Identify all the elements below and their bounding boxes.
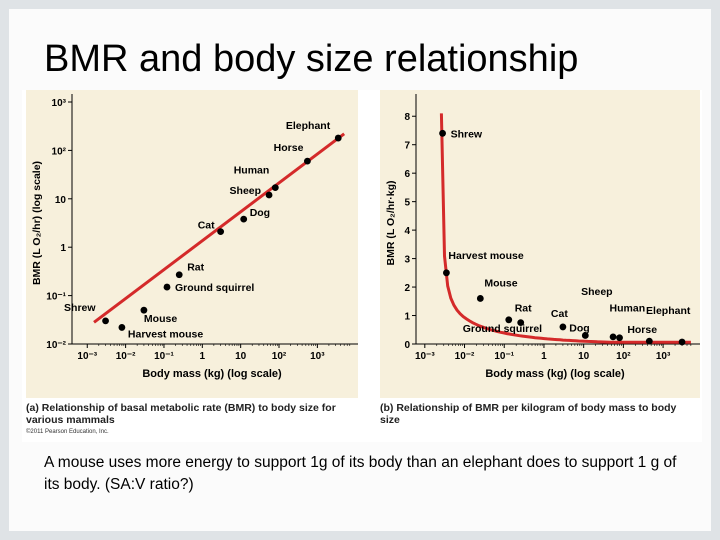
- b-point-label: Ground squirrel: [463, 323, 542, 335]
- a-point-label: Shrew: [64, 302, 96, 314]
- b-point-label: Cat: [551, 308, 568, 320]
- a-y-tick-label: 10²: [52, 146, 67, 157]
- a-x-tick-label: 10: [235, 351, 247, 362]
- b-x-axis-label: Body mass (kg) (log scale): [485, 368, 625, 380]
- figure: 10⁻³ 10⁻² 10⁻¹ 1 10 10² 10³ 10⁻² 10⁻¹ 1 10 10² 10³ Bo…: [22, 90, 702, 442]
- a-y-tick-label: 10: [55, 195, 67, 206]
- chart-a-caption-text: Relationship of basal metabolic rate (BM…: [26, 402, 336, 426]
- b-y-tick-label: 6: [404, 169, 410, 180]
- a-x-tick-label: 1: [200, 351, 206, 362]
- chart-a-caption-prefix: (a): [26, 402, 39, 414]
- b-point: [517, 319, 525, 327]
- b-point-label: Shrew: [451, 128, 483, 140]
- a-point: [163, 283, 171, 291]
- b-point: [616, 334, 623, 342]
- chart-a-panel: 10⁻³ 10⁻² 10⁻¹ 1 10 10² 10³ 10⁻² 10⁻¹ 1 10 10² 10³ Bo…: [26, 90, 360, 398]
- a-point: [217, 228, 225, 236]
- b-point-label: Harvest mouse: [448, 250, 523, 262]
- b-point: [443, 269, 450, 277]
- b-y-tick-label: 5: [404, 198, 410, 209]
- b-point: [609, 333, 617, 341]
- a-x-tick-label: 10⁻¹: [154, 351, 174, 362]
- b-point: [476, 295, 484, 302]
- a-point-label: Mouse: [144, 313, 177, 325]
- body-text: A mouse uses more energy to support 1g o…: [44, 454, 677, 493]
- a-y-tick-label: 10⁻²: [46, 340, 66, 351]
- b-point-label: Elephant: [646, 305, 691, 317]
- b-point-label: Mouse: [484, 277, 517, 289]
- b-point-label: Sheep: [581, 286, 613, 298]
- a-point-label: Ground squirrel: [175, 282, 254, 294]
- a-y-axis-label: BMR (L O₂/hr) (log scale): [31, 161, 43, 285]
- a-point: [140, 306, 148, 314]
- chart-b-caption-text: Relationship of BMR per kilogram of body…: [380, 402, 677, 426]
- b-x-tick-label: 10⁻³: [415, 351, 435, 362]
- chart-a: 10⁻³ 10⁻² 10⁻¹ 1 10 10² 10³ 10⁻² 10⁻¹ 1 10 10² 10³ Bo…: [31, 94, 360, 380]
- a-x-axis-label: Body mass (kg) (log scale): [142, 368, 282, 380]
- a-point: [240, 215, 248, 223]
- b-x-tick-label: 10⁻¹: [494, 351, 514, 362]
- chart-b-caption-prefix: (b): [380, 402, 394, 414]
- b-point: [439, 129, 446, 137]
- a-point-label: Harvest mouse: [128, 328, 203, 340]
- b-point-label: Horse: [627, 324, 657, 336]
- chart-b-caption: (b) Relationship of BMR per kilogram of …: [380, 402, 698, 426]
- b-y-tick-label: 2: [404, 283, 410, 294]
- b-x-tick-label: 10³: [656, 351, 671, 362]
- b-point: [505, 316, 513, 324]
- a-x-tick-label: 10²: [272, 351, 287, 362]
- a-fit-line: [93, 132, 346, 324]
- b-y-tick-label: 7: [404, 141, 410, 152]
- a-point: [265, 191, 273, 199]
- a-point-label: Cat: [198, 220, 215, 232]
- a-y-tick-label: 1: [60, 243, 66, 254]
- b-y-tick-label: 4: [404, 226, 410, 237]
- b-y-tick-label: 8: [404, 112, 410, 123]
- a-point-label: Horse: [274, 142, 304, 154]
- b-x-tick-label: 10²: [616, 351, 631, 362]
- copyright: ©2011 Pearson Education, Inc.: [26, 429, 109, 435]
- chart-b: 10⁻³ 10⁻² 10⁻¹ 1 10 10² 10³ 0 1 2 3 4 5 6 7 8 Body mass …: [385, 94, 702, 380]
- b-point-label: Rat: [515, 303, 532, 315]
- a-point: [102, 317, 109, 325]
- a-point-label: Rat: [187, 262, 204, 274]
- b-y-tick-label: 3: [404, 255, 410, 266]
- b-x-tick-label: 10: [578, 351, 590, 362]
- b-point: [678, 338, 686, 346]
- b-point: [645, 337, 653, 345]
- a-point-label: Elephant: [286, 120, 331, 132]
- a-x-tick-label: 10⁻²: [116, 351, 136, 362]
- a-x-tick-label: 10⁻³: [77, 351, 97, 362]
- chart-a-caption: (a) Relationship of basal metabolic rate…: [26, 402, 356, 426]
- a-x-tick-label: 10³: [310, 351, 325, 362]
- slide-title: BMR and body size relationship: [44, 38, 579, 80]
- b-point: [559, 323, 567, 331]
- a-point: [118, 324, 126, 331]
- a-point-label: Sheep: [230, 185, 262, 197]
- b-y-tick-label: 1: [404, 312, 410, 323]
- b-x-tick-label: 1: [541, 351, 547, 362]
- a-point: [304, 157, 311, 165]
- a-y-tick-label: 10⁻¹: [46, 292, 66, 303]
- a-point: [334, 134, 342, 142]
- b-y-tick-label: 0: [404, 340, 410, 351]
- a-point: [175, 271, 183, 279]
- b-point-label: Dog: [569, 322, 589, 334]
- b-y-axis-label: BMR (L O₂/hr·kg): [385, 181, 397, 266]
- b-x-tick-label: 10⁻²: [455, 351, 475, 362]
- a-point: [271, 184, 279, 192]
- a-point-label: Dog: [250, 207, 270, 219]
- a-y-tick-label: 10³: [52, 98, 67, 109]
- a-point-label: Human: [234, 165, 270, 177]
- chart-b-panel: 10⁻³ 10⁻² 10⁻¹ 1 10 10² 10³ 0 1 2 3 4 5 6 7 8 Body mass …: [380, 90, 702, 398]
- b-point: [581, 332, 589, 339]
- b-point-label: Human: [610, 303, 646, 315]
